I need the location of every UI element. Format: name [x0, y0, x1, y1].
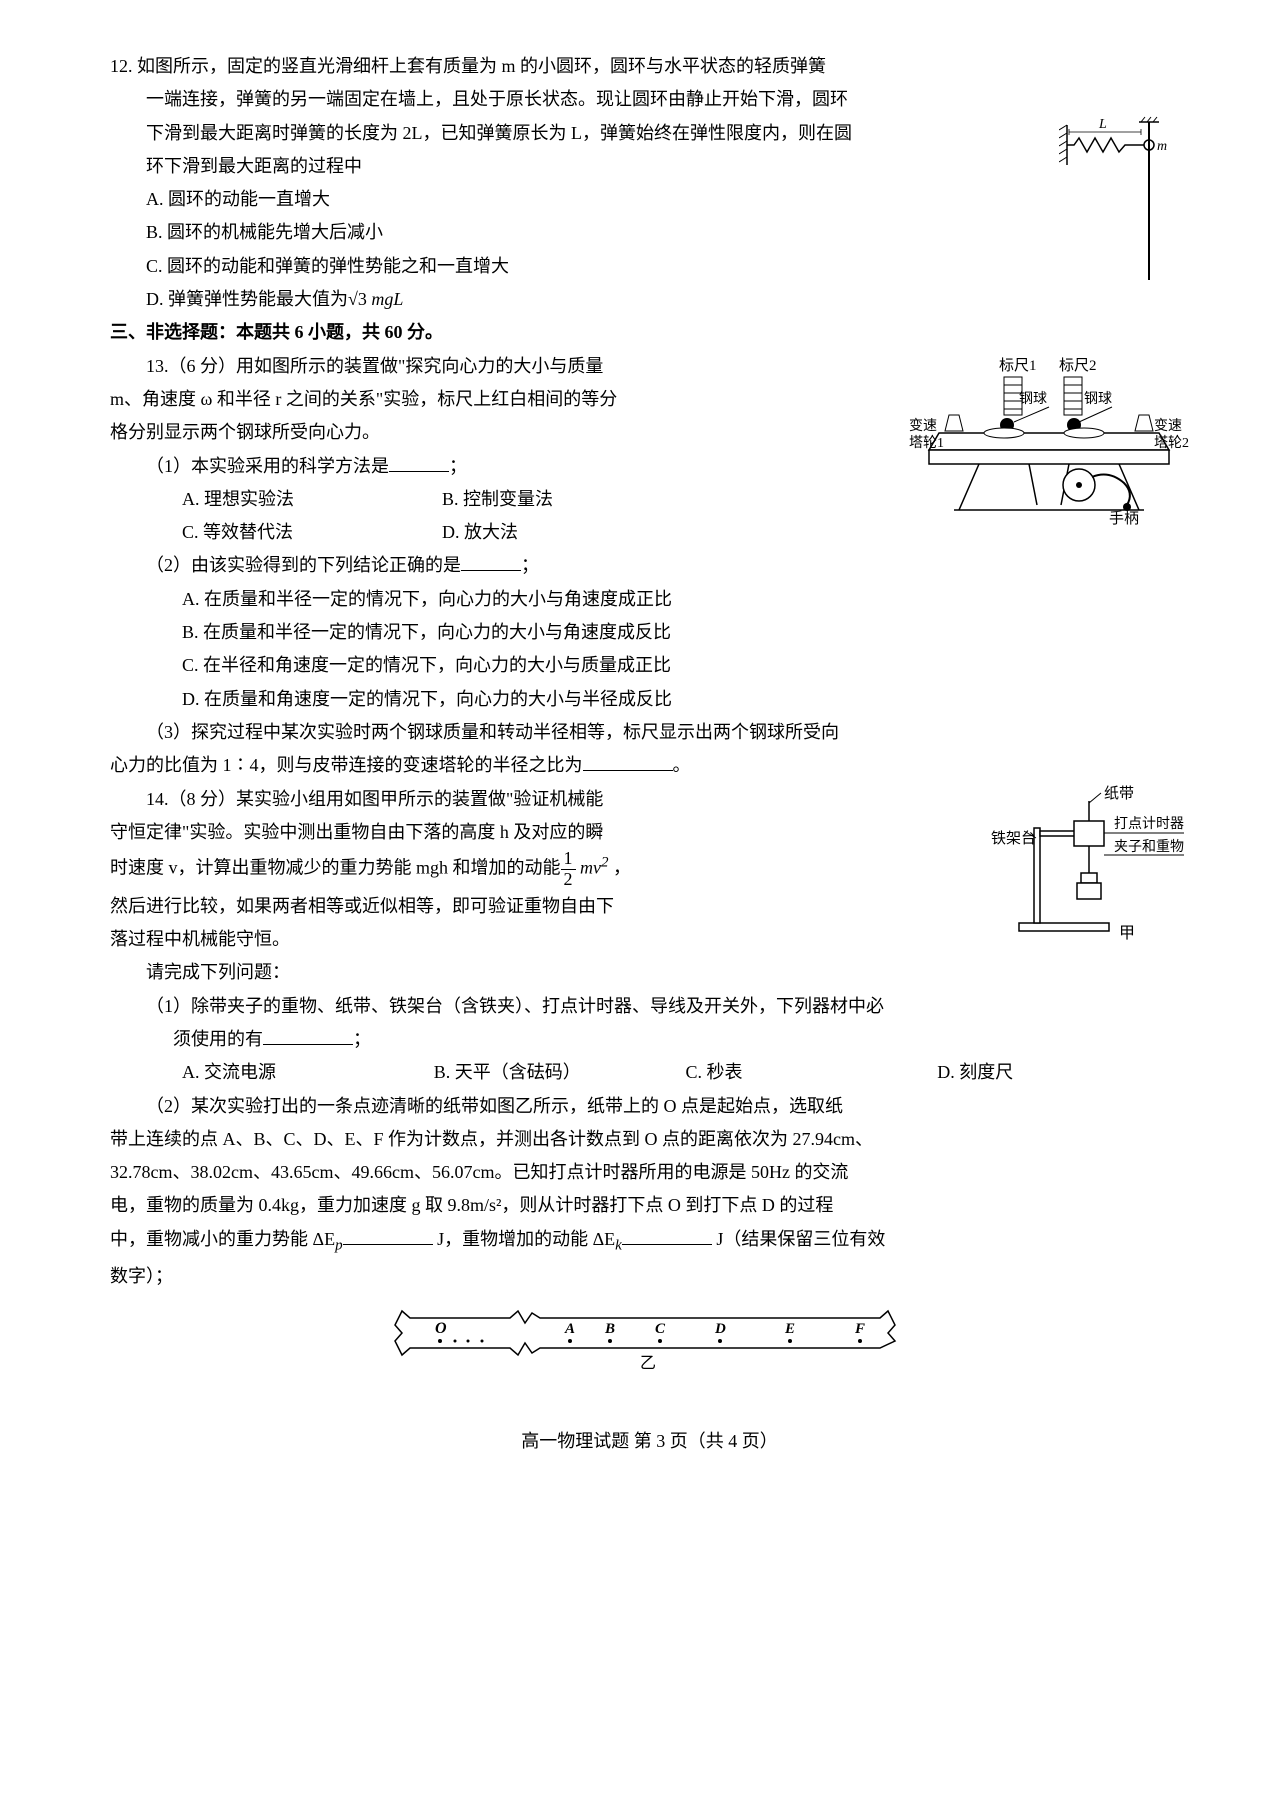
q13-p1-opts-ab: A. 理想实验法B. 控制变量法 — [110, 483, 899, 516]
q13-p1-opts-cd: C. 等效替代法D. 放大法 — [110, 516, 899, 549]
svg-text:打点计时器: 打点计时器 — [1114, 815, 1184, 832]
q12-opt-d: D. 弹簧弹性势能最大值为√3 mgL — [110, 283, 1189, 316]
svg-text:O: O — [435, 1320, 447, 1337]
svg-text:塔轮2: 塔轮2 — [1154, 435, 1189, 451]
q13-p2-opt-a: A. 在质量和半径一定的情况下，向心力的大小与角速度成正比 — [110, 583, 1189, 616]
q14-line1: 某实验小组用如图甲所示的装置做"验证机械能 — [236, 789, 603, 809]
figure-centripetal: 标尺1 标尺2 钢球 钢球 变速 — [909, 355, 1189, 555]
svg-text:塔轮1: 塔轮1 — [909, 435, 944, 451]
q13-p2-opt-d: D. 在质量和角速度一定的情况下，向心力的大小与半径成反比 — [110, 683, 1189, 716]
svg-text:手柄: 手柄 — [1109, 510, 1139, 527]
q13-line1: 用如图所示的装置做"探究向心力的大小与质量 — [236, 356, 603, 376]
q14-number: 14. — [146, 789, 169, 809]
svg-text:C: C — [655, 1321, 666, 1337]
svg-text:夹子和重物: 夹子和重物 — [1114, 839, 1184, 855]
q13-p3b: 心力的比值为 1∶4，则与皮带连接的变速塔轮的半径之比为。 — [110, 749, 1189, 782]
svg-text:钢球: 钢球 — [1084, 391, 1112, 407]
figure-tape: O A B C D E F 乙 — [110, 1303, 1189, 1384]
q14-p2b: 带上连续的点 A、B、C、D、E、F 作为计数点，并测出各计数点到 O 点的距离… — [110, 1123, 1189, 1156]
q12-line4: 环下滑到最大距离的过程中 — [110, 150, 1189, 183]
svg-text:纸带: 纸带 — [1104, 785, 1134, 802]
svg-text:钢球: 钢球 — [1019, 391, 1047, 407]
svg-text:A: A — [564, 1321, 575, 1337]
svg-text:变速: 变速 — [1154, 418, 1182, 434]
q13-points: （6 分） — [169, 356, 237, 376]
svg-text:B: B — [604, 1321, 615, 1337]
q14-p2a: （2）某次实验打出的一条点迹清晰的纸带如图乙所示，纸带上的 O 点是起始点，选取… — [110, 1090, 1189, 1123]
q12-line1: 如图所示，固定的竖直光滑细杆上套有质量为 m 的小圆环，圆环与水平状态的轻质弹簧 — [137, 56, 826, 76]
q13-p3a: （3）探究过程中某次实验时两个钢球质量和转动半径相等，标尺显示出两个钢球所受向 — [110, 716, 1189, 749]
svg-text:甲: 甲 — [1119, 925, 1135, 942]
q12-line3: 下滑到最大距离时弹簧的长度为 2L，已知弹簧原长为 L，弹簧始终在弹性限度内，则… — [110, 117, 1189, 150]
page-footer: 高一物理试题 第 3 页（共 4 页） — [110, 1425, 1189, 1458]
section-3-header: 三、非选择题：本题共 6 小题，共 60 分。 — [110, 316, 1189, 349]
svg-text:变速: 变速 — [909, 418, 937, 434]
q14-p1b: 须使用的有； — [110, 1023, 1189, 1056]
q14-p2d: 电，重物的质量为 0.4kg，重力加速度 g 取 9.8m/s²，则从计时器打下… — [110, 1189, 1189, 1222]
svg-text:D: D — [714, 1321, 726, 1337]
svg-text:铁架台: 铁架台 — [991, 830, 1036, 847]
question-13: 标尺1 标尺2 钢球 钢球 变速 — [110, 350, 1189, 783]
svg-text:E: E — [784, 1321, 795, 1337]
svg-text:乙: 乙 — [640, 1355, 656, 1372]
svg-text:标尺2: 标尺2 — [1059, 357, 1097, 374]
q13-number: 13. — [146, 356, 169, 376]
q14-p2e: 中，重物减小的重力势能 ΔEp J，重物增加的动能 ΔEk J（结果保留三位有效 — [110, 1223, 1189, 1260]
q14-points: （8 分） — [169, 789, 237, 809]
q13-p2-opt-c: C. 在半径和角速度一定的情况下，向心力的大小与质量成正比 — [110, 649, 1189, 682]
question-12: L m 12. 如图所示，固定的竖直光滑细杆上套有质量为 m 的小圆环，圆环与水… — [110, 50, 1189, 316]
q12-opt-b: B. 圆环的机械能先增大后减小 — [110, 216, 1189, 249]
svg-text:m: m — [1157, 139, 1167, 154]
q14-p2f: 数字）； — [110, 1260, 1189, 1293]
q12-opt-a: A. 圆环的动能一直增大 — [110, 183, 1189, 216]
figure-energy: 纸带 打点计时器 夹子和重物 铁架台 — [989, 783, 1189, 963]
q12-line2: 一端连接，弹簧的另一端固定在墙上，且处于原长状态。现让圆环由静止开始下滑，圆环 — [110, 83, 1189, 116]
q14-p1a: （1）除带夹子的重物、纸带、铁架台（含铁夹）、打点计时器、导线及开关外，下列器材… — [110, 990, 1189, 1023]
q12-number: 12. — [110, 56, 133, 76]
question-14: 纸带 打点计时器 夹子和重物 铁架台 — [110, 783, 1189, 1385]
svg-text:F: F — [854, 1321, 865, 1337]
q14-p2c: 32.78cm、38.02cm、43.65cm、49.66cm、56.07cm。… — [110, 1156, 1189, 1189]
svg-text:L: L — [1098, 117, 1107, 132]
q12-opt-c: C. 圆环的动能和弹簧的弹性势能之和一直增大 — [110, 250, 1189, 283]
q13-p2-opt-b: B. 在质量和半径一定的情况下，向心力的大小与角速度成反比 — [110, 616, 1189, 649]
svg-text:标尺1: 标尺1 — [999, 357, 1037, 374]
q14-p1-opts: A. 交流电源B. 天平（含砝码）C. 秒表D. 刻度尺 — [110, 1056, 1189, 1089]
figure-spring: L m — [1059, 110, 1169, 290]
